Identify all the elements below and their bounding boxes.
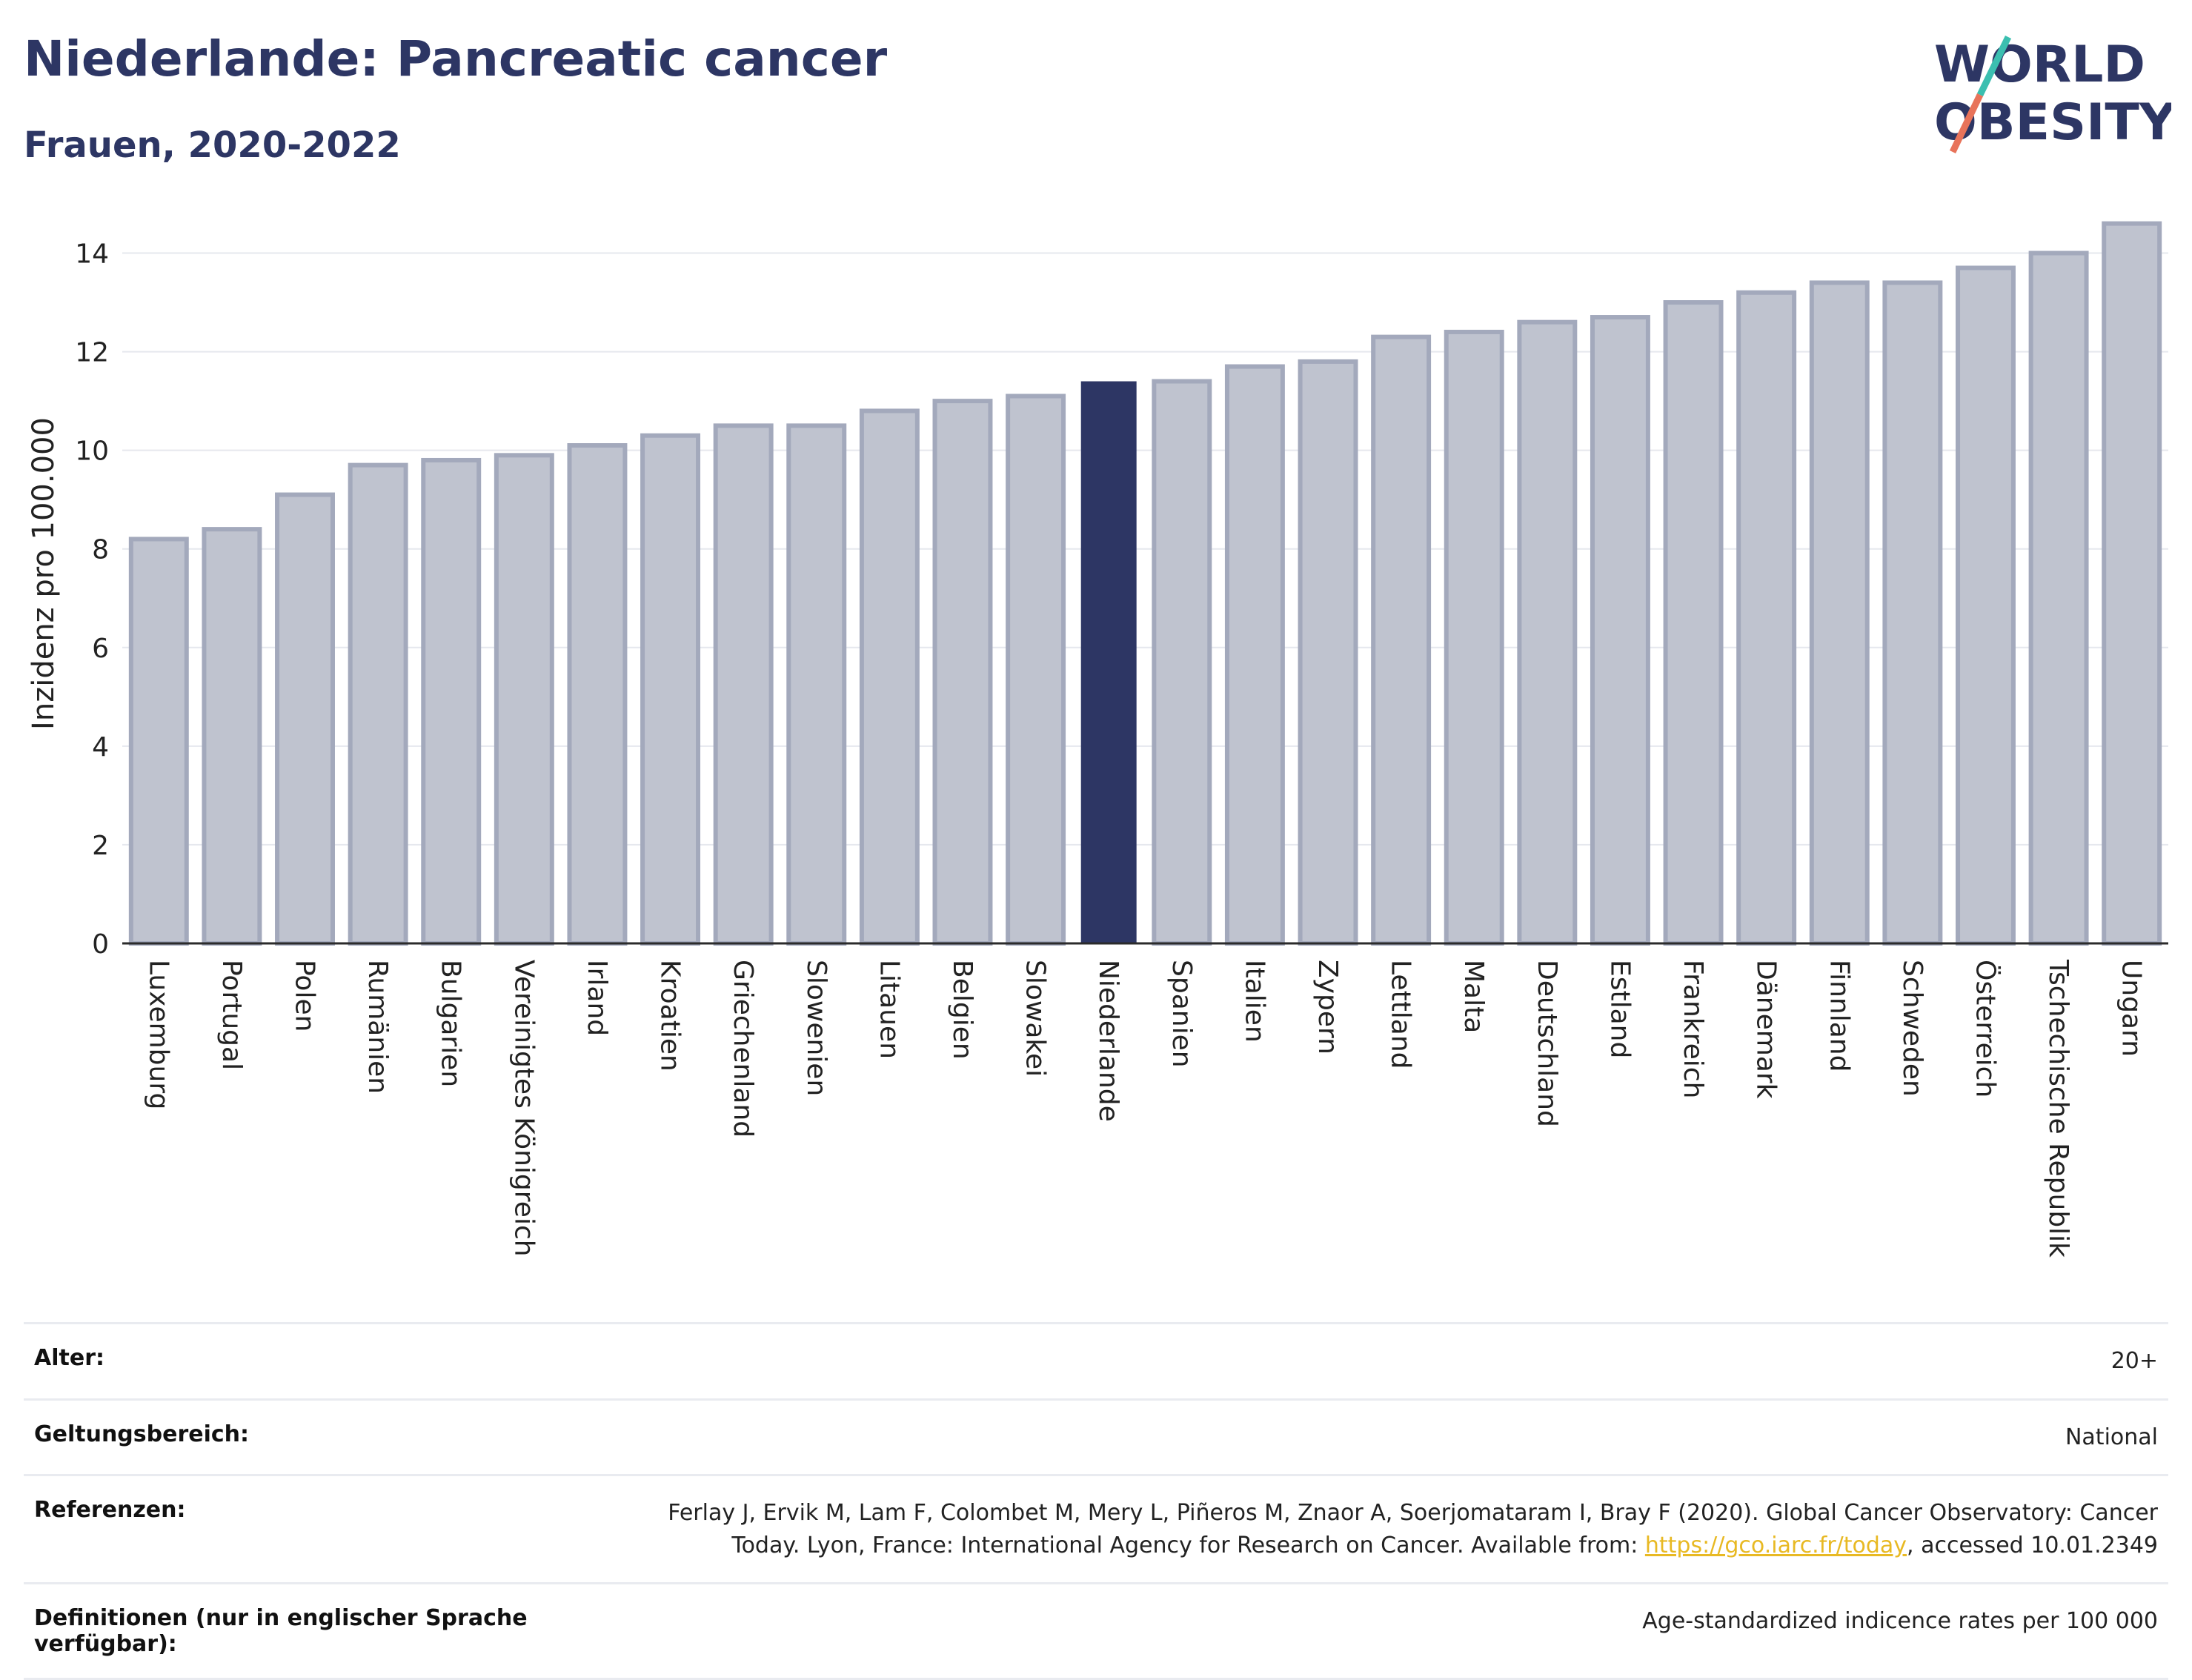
x-tick-label: Litauen	[874, 960, 904, 1059]
x-tick-label: Österreich	[1970, 960, 2001, 1098]
x-tick-label: Bulgarien	[436, 960, 466, 1087]
bar-vereinigtes-königreich	[494, 453, 554, 946]
bar-kroatien	[640, 433, 701, 946]
x-tick-label: Malta	[1458, 960, 1489, 1033]
references-text-3: , accessed 10.01.2349	[1907, 1532, 2158, 1558]
x-tick-label: Zypern	[1312, 960, 1343, 1055]
y-tick-label: 4	[92, 732, 109, 763]
references-text-1: Ferlay J, Ervik M, Lam F, Colombet M, Me…	[668, 1500, 2158, 1526]
x-tick-label: Italien	[1239, 960, 1269, 1043]
chart-subtitle: Frauen, 2020-2022	[24, 124, 401, 166]
meta-row-references: Referenzen: Ferlay J, Ervik M, Lam F, Co…	[24, 1474, 2168, 1582]
x-tick-label: Deutschland	[1532, 960, 1562, 1127]
x-tick-label: Vereinigtes Königreich	[508, 960, 539, 1257]
y-tick-label: 2	[92, 831, 109, 861]
bar-estland	[1590, 315, 1650, 946]
x-tick-label: Schweden	[1897, 960, 1927, 1097]
references-value: Ferlay J, Ervik M, Lam F, Colombet M, Me…	[553, 1497, 2158, 1561]
bar-zypern	[1298, 359, 1358, 946]
bar-griechenland	[713, 423, 774, 946]
y-tick-label: 8	[92, 535, 109, 565]
x-tick-label: Belgien	[947, 960, 977, 1060]
x-tick-label: Luxemburg	[143, 960, 173, 1109]
bar-dänemark	[1736, 290, 1797, 946]
meta-row-scope: Geltungsbereich: National	[24, 1398, 2168, 1475]
y-tick-label: 10	[75, 436, 109, 467]
x-tick-label: Finnland	[1824, 960, 1854, 1072]
x-tick-label: Spanien	[1166, 960, 1197, 1068]
bar-polen	[275, 492, 335, 946]
x-tick-label: Irland	[582, 960, 612, 1036]
bar-lettland	[1371, 334, 1432, 946]
references-link[interactable]: https://gco.iarc.fr/today	[1644, 1532, 1907, 1558]
y-axis-label: Inzidenz pro 100.000	[27, 417, 61, 730]
bars	[128, 221, 2162, 946]
bar-frankreich	[1663, 300, 1724, 946]
world-obesity-logo: WORLD OBESITY	[1934, 36, 2171, 153]
x-tick-label: Niederlande	[1093, 960, 1123, 1122]
y-tick-label: 0	[92, 929, 109, 960]
y-tick-label: 14	[75, 239, 109, 270]
x-tick-labels: Luxemburg Portugal Polen Rumänien Bulgarien V…	[143, 959, 2146, 1258]
x-tick-label: Slowenien	[801, 960, 831, 1096]
x-tick-label: Estland	[1604, 960, 1635, 1058]
age-value: 20+	[2110, 1348, 2158, 1374]
meta-row-definitions: Definitionen (nur in englischer Sprache …	[24, 1582, 2168, 1680]
bar-schweden	[1882, 280, 1943, 946]
x-tick-label: Slowakei	[1020, 960, 1051, 1077]
bar-niederlande	[1080, 381, 1137, 943]
x-tick-label: Portugal	[216, 960, 247, 1070]
scope-value: National	[2065, 1424, 2158, 1450]
x-tick-label: Rumänien	[362, 960, 393, 1094]
bar-spanien	[1152, 379, 1212, 946]
bar-malta	[1444, 329, 1504, 946]
bar-irland	[567, 443, 628, 946]
bar-bulgarien	[421, 457, 482, 946]
y-tick-labels: 0 2 4 6 8 10 12 14	[75, 239, 109, 960]
bar-italien	[1224, 364, 1285, 946]
x-tick-label: Kroatien	[655, 960, 685, 1072]
x-tick-label: Tschechische Republik	[2043, 959, 2073, 1258]
bar-deutschland	[1517, 319, 1578, 946]
bar-portugal	[202, 527, 262, 946]
meta-row-age: Alter: 20+	[24, 1322, 2168, 1398]
bar-luxemburg	[128, 537, 189, 946]
x-tick-label: Lettland	[1386, 960, 1416, 1069]
y-tick-label: 6	[92, 634, 109, 664]
x-tick-label: Frankreich	[1678, 960, 1708, 1098]
bar-slowenien	[786, 423, 847, 946]
x-tick-label: Ungarn	[2116, 960, 2147, 1057]
bar-österreich	[1956, 265, 2016, 946]
age-label: Alter:	[34, 1345, 104, 1371]
bar-slowakei	[1006, 394, 1066, 946]
logo-slash-bottom	[1949, 93, 1984, 153]
x-tick-label: Dänemark	[1751, 960, 1781, 1099]
bar-chart: 0 2 4 6 8 10 12 14 Luxemburg Portugal Polen Rumäni…	[27, 221, 2168, 1258]
bar-belgien	[932, 399, 993, 946]
y-tick-label: 12	[75, 338, 109, 368]
references-label: Referenzen:	[34, 1497, 186, 1523]
scope-label: Geltungsbereich:	[34, 1421, 250, 1447]
metadata-table: Alter: 20+ Geltungsbereich: National Ref…	[24, 1322, 2168, 1680]
logo-slash-top	[1976, 36, 2012, 96]
x-tick-label: Griechenland	[728, 960, 758, 1138]
x-tick-label: Polen	[290, 960, 320, 1032]
bar-litauen	[859, 408, 920, 946]
definitions-label: Definitionen (nur in englischer Sprache …	[34, 1605, 528, 1657]
references-text-2: Today. Lyon, France: International Agenc…	[731, 1532, 1645, 1558]
definitions-value: Age-standardized indicence rates per 100…	[1642, 1608, 2158, 1634]
logo-line1: WORLD	[1934, 36, 2145, 94]
bar-tschechische-republik	[2028, 250, 2089, 946]
bar-ungarn	[2102, 221, 2162, 946]
bar-rumänien	[348, 462, 408, 946]
bar-finnland	[1809, 280, 1870, 946]
chart-title: Niederlande: Pancreatic cancer	[24, 30, 888, 87]
